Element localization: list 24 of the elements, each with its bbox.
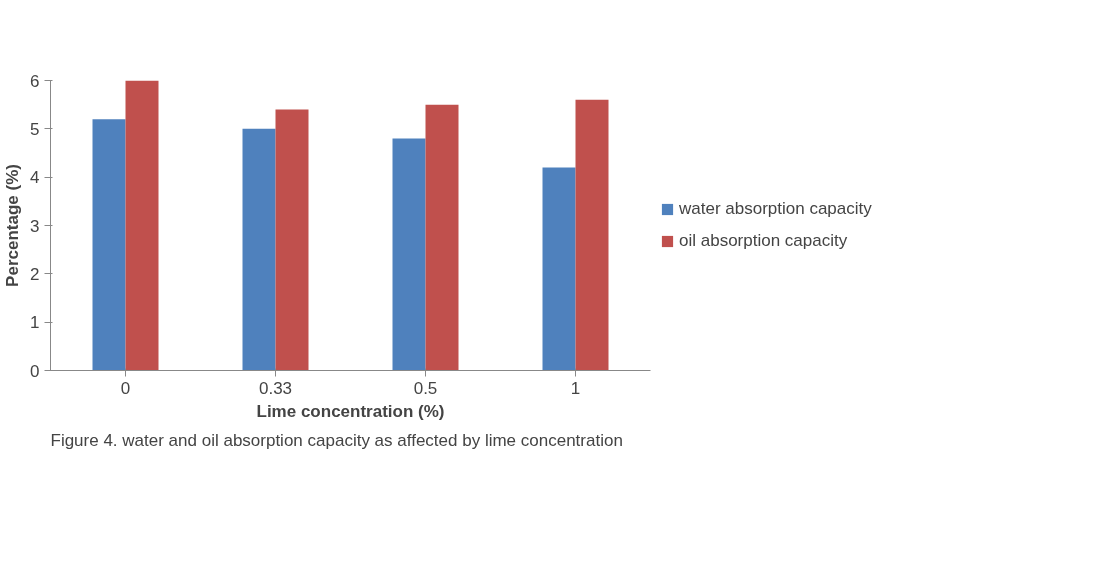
y-tick-label: 3 bbox=[30, 216, 40, 236]
caption: Figure 4. water and oil absorption capacity as affected by lime concentration bbox=[50, 430, 623, 450]
y-tick-label: 2 bbox=[30, 264, 40, 284]
y-axis-title: Percentage (%) bbox=[3, 164, 23, 287]
legend-label: water absorption capacity bbox=[679, 199, 872, 219]
bar bbox=[425, 104, 459, 371]
x-tick-label: 0.33 bbox=[258, 378, 293, 398]
bar bbox=[542, 167, 576, 371]
x-tick-label: 0 bbox=[120, 378, 131, 398]
y-tick-label: 1 bbox=[30, 313, 40, 333]
bar bbox=[92, 119, 126, 371]
bar bbox=[242, 128, 276, 371]
bar bbox=[125, 80, 159, 371]
bar bbox=[275, 109, 309, 371]
legend-label: oil absorption capacity bbox=[679, 231, 848, 251]
y-tick-label: 4 bbox=[30, 168, 40, 188]
x-axis-title: Lime concentration (%) bbox=[256, 401, 445, 421]
bar bbox=[392, 138, 426, 371]
x-tick-label: 1 bbox=[570, 378, 581, 398]
y-tick-label: 0 bbox=[30, 361, 40, 381]
y-tick-label: 6 bbox=[30, 71, 40, 91]
bar bbox=[575, 99, 609, 371]
y-tick-label: 5 bbox=[30, 119, 40, 139]
x-tick-label: 0.5 bbox=[413, 378, 438, 398]
